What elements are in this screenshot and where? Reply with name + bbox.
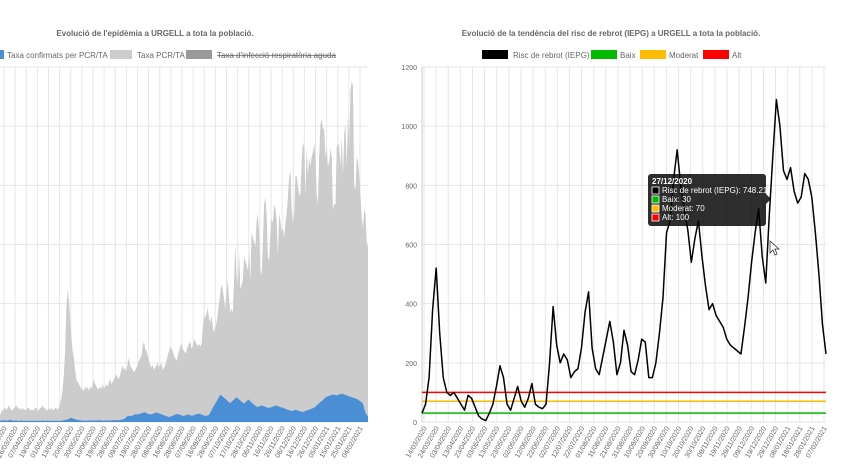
- chart2-legend-label: Baix: [620, 51, 636, 60]
- chart2-y-tick: 200: [405, 361, 417, 368]
- chart2-x-ticks: 14/03/202024/03/202003/04/202013/04/2020…: [405, 425, 829, 459]
- chart1-legend-swatch: [0, 50, 4, 59]
- chart2-legend-swatch: [703, 50, 729, 59]
- chart1-legend-swatch: [110, 50, 132, 59]
- epidemic-chart: Evolució de l'epidèmia a URGELL a tota l…: [0, 29, 368, 459]
- chart2-series: [421, 98, 827, 422]
- chart2-y-ticks: 0 200 400 600 800 1000 1200: [401, 65, 417, 427]
- chart2-y-tick: 1000: [401, 124, 417, 131]
- chart1-legend: Taxa confirmats per PCR/TA Taxa PCR/TA Tax…: [0, 50, 336, 60]
- chart1-x-ticks: 14/03/202026/03/202007/04/202019/04/2020…: [0, 425, 365, 459]
- chart2-y-tick: 400: [405, 302, 417, 309]
- chart2-legend-swatch: [640, 50, 666, 59]
- chart2-y-tick: 1200: [401, 65, 417, 72]
- chart2-y-tick: 0: [413, 420, 417, 427]
- chart2-legend-swatch: [482, 50, 508, 59]
- chart2-legend: Risc de rebrot (IEPG) Baix Moderat Alt: [482, 50, 742, 60]
- chart2-tooltip-swatch: [651, 195, 660, 204]
- chart1-series: [0, 81, 368, 422]
- chart2-thresholds: [422, 391, 826, 414]
- cursor-icon: [769, 240, 781, 256]
- chart1-legend-label: Taxa confirmats per PCR/TA: [7, 51, 108, 60]
- iepg-chart: Evolució de la tendència del risc de reb…: [401, 29, 828, 459]
- chart1-legend-swatch: [186, 50, 212, 59]
- chart2-tooltip-line: Risc de rebrot (IEPG): 748.21: [662, 186, 768, 195]
- chart2-line-iepg: [421, 98, 827, 422]
- chart2-legend-label: Moderat: [669, 51, 699, 60]
- chart2-tooltip-swatch: [651, 213, 660, 222]
- chart2-tooltip-swatch: [651, 204, 660, 213]
- chart2-y-tick: 600: [405, 243, 417, 250]
- chart2-tooltip-line: Baix: 30: [662, 195, 691, 204]
- chart2-y-tick: 800: [405, 183, 417, 190]
- chart2-legend-label: Risc de rebrot (IEPG): [513, 51, 590, 60]
- chart2-tooltip-line: Moderat: 70: [662, 204, 705, 213]
- chart1-title: Evolució de l'epidèmia a URGELL a tota l…: [56, 29, 253, 38]
- chart2-tooltip-box: [648, 174, 766, 226]
- chart2-tooltip-caret: [766, 194, 771, 204]
- chart2-tooltip-line: Alt: 100: [662, 213, 690, 222]
- chart1-legend-label: Taxa d'infecció respiratòria aguda: [217, 51, 336, 60]
- chart2-legend-swatch: [591, 50, 617, 59]
- chart2-legend-label: Alt: [732, 51, 742, 60]
- chart1-legend-label: Taxa PCR/TA: [137, 51, 186, 60]
- chart1-area-pcr: [0, 81, 368, 422]
- chart1-area-confirmed: [0, 393, 368, 422]
- chart2-grid: [421, 66, 826, 423]
- chart2-tooltip-swatch: [651, 186, 660, 195]
- chart2-tooltip-title: 27/12/2020: [652, 177, 693, 186]
- chart2-title: Evolució de la tendència del risc de reb…: [462, 29, 761, 38]
